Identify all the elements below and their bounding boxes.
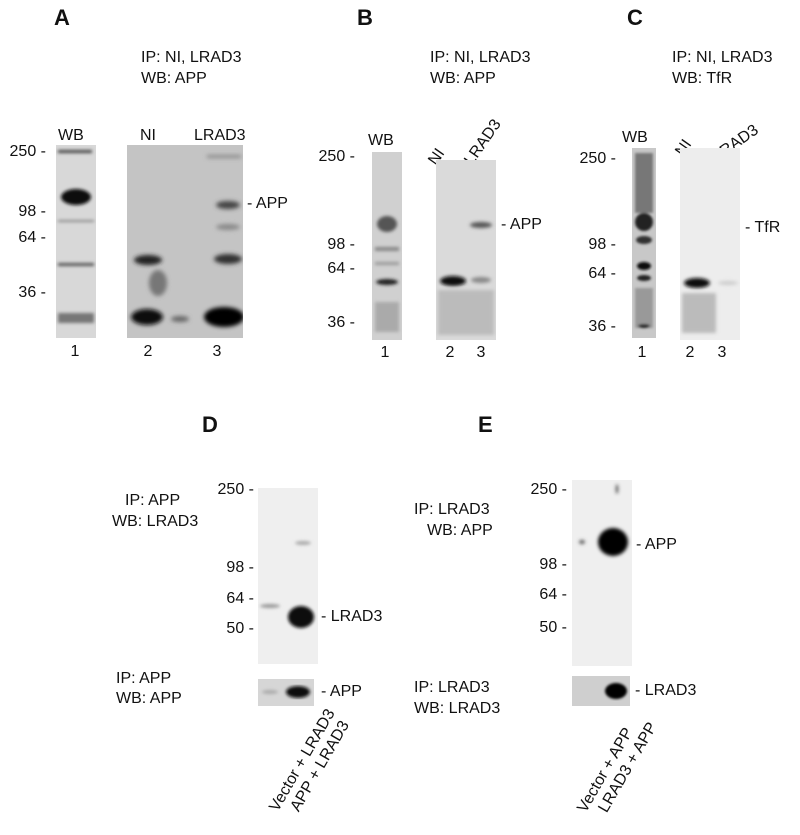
panel-b-wb-text: WB: APP: [430, 70, 496, 87]
panel-a-lane-3: 3: [212, 343, 222, 360]
panel-d-bottom-wb: WB: APP: [116, 690, 182, 707]
panel-e-top-ip: IP: LRAD3: [414, 501, 490, 518]
panel-label-c: C: [627, 5, 643, 30]
panel-e-bottom-ip: IP: LRAD3: [414, 679, 490, 696]
panel-d-blot-top: [258, 488, 318, 664]
panel-e-blot-top: [572, 480, 632, 666]
panel-a-lane-1: 1: [70, 343, 80, 360]
panel-b-mw-98: 98 -: [327, 236, 355, 253]
panel-b-mw-250: 250 -: [318, 148, 355, 165]
panel-b-col-wb: WB: [368, 132, 394, 149]
panel-a-mw-250: 250 -: [9, 143, 46, 160]
panel-d-mw-64: 64 -: [226, 590, 254, 607]
panel-d-mw-250: 250 -: [217, 481, 254, 498]
panel-b-lane-1: 1: [380, 344, 390, 361]
panel-c-blot-ip: [680, 148, 740, 340]
panel-label-d: D: [202, 412, 218, 437]
panel-d-band-top: - LRAD3: [321, 608, 383, 625]
panel-a-ip-text: IP: NI, LRAD3: [141, 49, 242, 66]
panel-c-lane-1: 1: [637, 344, 647, 361]
panel-b-ip-text: IP: NI, LRAD3: [430, 49, 531, 66]
panel-d-mw-98: 98 -: [226, 559, 254, 576]
panel-a-mw-64: 64 -: [18, 229, 46, 246]
panel-e-band-bottom: - LRAD3: [635, 682, 697, 699]
panel-a-col-ni: NI: [140, 127, 156, 144]
panel-a-band-label: - APP: [247, 195, 288, 212]
panel-c-mw-64: 64 -: [588, 265, 616, 282]
panel-d-mw-50: 50 -: [226, 620, 254, 637]
panel-label-a: A: [54, 5, 70, 30]
panel-c-band-label: - TfR: [745, 219, 781, 236]
panel-e-mw-64: 64 -: [539, 586, 567, 603]
panel-c-blot-wb: [632, 148, 656, 338]
panel-e-top-wb: WB: APP: [427, 522, 493, 539]
panel-d-band-bottom: - APP: [321, 683, 362, 700]
panel-c-mw-98: 98 -: [588, 236, 616, 253]
panel-c-ip-text: IP: NI, LRAD3: [672, 49, 773, 66]
panel-b-mw-36: 36 -: [327, 314, 355, 331]
panel-e-blot-bottom: [572, 676, 630, 706]
panel-b-mw-64: 64 -: [327, 260, 355, 277]
panel-e-mw-250: 250 -: [530, 481, 567, 498]
panel-label-e: E: [478, 412, 493, 437]
panel-c-col-wb: WB: [622, 129, 648, 146]
panel-b-blot-ip: [436, 160, 496, 340]
panel-a-lane-2: 2: [143, 343, 153, 360]
panel-c-mw-36: 36 -: [588, 318, 616, 335]
panel-a-mw-98: 98 -: [18, 203, 46, 220]
panel-e-band-top: - APP: [636, 536, 677, 553]
panel-d-blot-bottom: [258, 679, 314, 706]
panel-a-blot-wb: [56, 145, 96, 338]
panel-a-mw-36: 36 -: [18, 284, 46, 301]
panel-b-band-label: - APP: [501, 216, 542, 233]
panel-d-top-wb: WB: LRAD3: [112, 513, 199, 530]
panel-a-wb-text: WB: APP: [141, 70, 207, 87]
panel-b-lane-2: 2: [445, 344, 455, 361]
panel-e-mw-50: 50 -: [539, 619, 567, 636]
panel-b-blot-wb: [372, 152, 402, 340]
panel-label-b: B: [357, 5, 373, 30]
panel-c-mw-250: 250 -: [579, 150, 616, 167]
panel-d-bottom-ip: IP: APP: [116, 670, 172, 687]
panel-d-top-ip: IP: APP: [125, 492, 181, 509]
panel-b-lane-3: 3: [476, 344, 486, 361]
panel-c-lane-3: 3: [717, 344, 727, 361]
panel-e-bottom-wb: WB: LRAD3: [414, 700, 501, 717]
panel-e-mw-98: 98 -: [539, 556, 567, 573]
panel-a-blot-ip: [127, 145, 243, 338]
panel-c-wb-text: WB: TfR: [672, 70, 733, 87]
panel-c-lane-2: 2: [685, 344, 695, 361]
panel-a-col-lrad3: LRAD3: [194, 127, 246, 144]
panel-a-col-wb: WB: [58, 127, 84, 144]
